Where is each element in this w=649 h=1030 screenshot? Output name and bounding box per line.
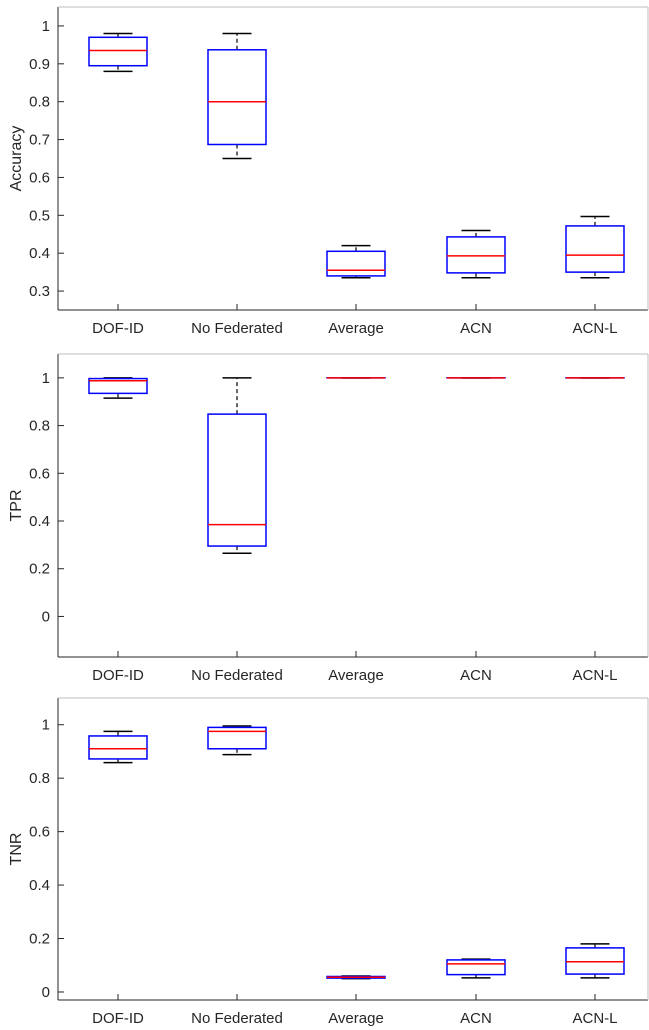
y-tick-label: 0.8 bbox=[29, 94, 50, 111]
y-tick-label: 0.8 bbox=[29, 418, 50, 435]
y-tick-label: 0 bbox=[42, 608, 50, 625]
box-no-federated bbox=[207, 725, 267, 756]
box-acn bbox=[446, 229, 506, 279]
box-no-federated bbox=[207, 32, 267, 160]
iqr-box bbox=[88, 735, 148, 760]
x-tick-label-acn-l: ACN-L bbox=[572, 667, 617, 684]
x-tick-label-no-federated: No Federated bbox=[191, 320, 283, 337]
y-axis-label: TNR bbox=[8, 833, 25, 866]
box-dof-id bbox=[88, 32, 148, 73]
x-tick-label-acn: ACN bbox=[460, 667, 492, 684]
y-tick-label: 1 bbox=[42, 18, 50, 35]
iqr-box bbox=[207, 726, 267, 750]
tnr-panel: 0 0.2 0.4 0.6 0.8 1 TNR DOF-ID No Federated Avera… bbox=[8, 697, 649, 1027]
y-tick-label: 0.8 bbox=[29, 770, 50, 787]
y-tick-label: 0.7 bbox=[29, 132, 50, 149]
iqr-box bbox=[88, 36, 148, 67]
x-tick-label-acn-l: ACN-L bbox=[572, 320, 617, 337]
box-average bbox=[326, 975, 386, 980]
x-tick-label-average: Average bbox=[328, 1010, 384, 1027]
x-tick-label-no-federated: No Federated bbox=[191, 1010, 283, 1027]
box-average bbox=[326, 244, 386, 279]
box-dof-id bbox=[88, 730, 148, 764]
y-tick-label: 0.6 bbox=[29, 169, 50, 186]
y-tick-label: 0.3 bbox=[29, 283, 50, 300]
iqr-box bbox=[565, 947, 625, 975]
iqr-box bbox=[446, 236, 506, 274]
iqr-box bbox=[446, 959, 506, 976]
box-no-federated bbox=[207, 377, 267, 554]
box-acn-l bbox=[565, 943, 625, 979]
y-tick-label: 0.4 bbox=[29, 513, 50, 530]
iqr-box bbox=[207, 49, 267, 146]
y-tick-label: 1 bbox=[42, 370, 50, 387]
y-tick-label: 1 bbox=[42, 717, 50, 734]
x-tick-label-acn-l: ACN-L bbox=[572, 1010, 617, 1027]
x-tick-label-no-federated: No Federated bbox=[191, 667, 283, 684]
y-axis-label: TPR bbox=[8, 490, 25, 522]
x-tick-label-dof-id: DOF-ID bbox=[92, 667, 144, 684]
y-tick-label: 0 bbox=[42, 984, 50, 1001]
box-acn bbox=[446, 958, 506, 979]
accuracy-panel: 0.3 0.4 0.5 0.6 0.7 0.8 0.9 1 Accuracy DOF-ID No F… bbox=[8, 6, 649, 337]
y-tick-label: 0.2 bbox=[29, 931, 50, 948]
y-tick-label: 0.2 bbox=[29, 561, 50, 578]
x-tick-label-average: Average bbox=[328, 667, 384, 684]
box-dof-id bbox=[88, 377, 148, 399]
x-tick-label-average: Average bbox=[328, 320, 384, 337]
box-acn-l bbox=[565, 215, 625, 279]
y-axis-label: Accuracy bbox=[8, 126, 25, 192]
iqr-box bbox=[565, 225, 625, 273]
iqr-box bbox=[326, 250, 386, 277]
y-tick-label: 0.9 bbox=[29, 56, 50, 73]
x-tick-label-dof-id: DOF-ID bbox=[92, 320, 144, 337]
x-tick-label-acn: ACN bbox=[460, 1010, 492, 1027]
y-tick-label: 0.5 bbox=[29, 207, 50, 224]
iqr-box bbox=[207, 413, 267, 547]
x-tick-label-dof-id: DOF-ID bbox=[92, 1010, 144, 1027]
y-tick-label: 0.6 bbox=[29, 465, 50, 482]
y-tick-label: 0.6 bbox=[29, 824, 50, 841]
iqr-box bbox=[88, 377, 148, 395]
y-tick-label: 0.4 bbox=[29, 245, 50, 262]
tpr-panel: 0 0.2 0.4 0.6 0.8 1 TPR DOF-ID No Federated Avera… bbox=[8, 353, 649, 684]
x-tick-label-acn: ACN bbox=[460, 320, 492, 337]
y-tick-label: 0.4 bbox=[29, 877, 50, 894]
